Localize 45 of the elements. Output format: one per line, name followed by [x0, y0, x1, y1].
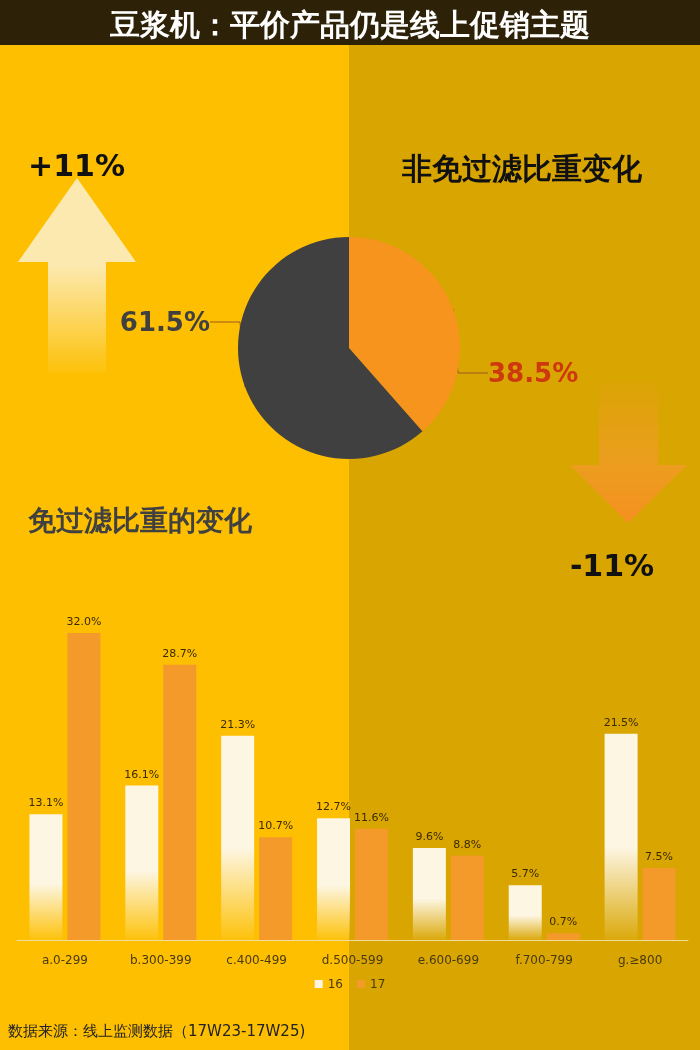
text: 免过滤比重的变化: [28, 503, 253, 537]
data-label: 10.7%: [258, 819, 294, 833]
bar: [67, 633, 101, 940]
bar: [354, 828, 388, 940]
bar: [317, 818, 351, 940]
legend-label: 17: [370, 977, 386, 991]
bar: [508, 885, 542, 940]
x-tick-label: g.≥800: [617, 953, 663, 967]
data-label: 28.7%: [162, 646, 198, 660]
bar: [546, 933, 580, 940]
data-label: 13.1%: [28, 796, 64, 810]
x-tick-label: d.500-599: [321, 953, 384, 967]
bar: [163, 664, 197, 940]
data-label: 7.5%: [645, 850, 674, 864]
data-label: 32.0%: [66, 615, 102, 628]
bar: [412, 847, 446, 940]
data-label: 11.6%: [354, 810, 389, 824]
x-tick-label: e.600-699: [417, 953, 480, 967]
bar: [450, 855, 484, 940]
legend-label: 16: [327, 977, 344, 991]
data-label: 21.5%: [603, 715, 639, 729]
text: +11%: [28, 147, 125, 183]
bar: [604, 733, 638, 940]
x-tick-label: c.400-499: [226, 953, 287, 967]
x-tick-label: a.0-299: [41, 953, 88, 967]
bar: [221, 735, 255, 940]
data-label: 0.7%: [549, 915, 578, 929]
bar: [29, 814, 63, 940]
bar: [259, 837, 293, 940]
bar: [125, 785, 159, 940]
data-label: 12.7%: [316, 800, 351, 814]
data-label: 61.5%: [119, 307, 210, 337]
data-label: 16.1%: [124, 767, 160, 781]
text: -11%: [569, 547, 655, 583]
chart-title: 豆浆机：平价产品仍是线上促销主题: [109, 6, 590, 42]
x-tick-label: b.300-399: [130, 953, 192, 967]
data-label: 21.3%: [220, 717, 256, 731]
data-label: 5.7%: [511, 867, 540, 881]
data-label: 9.6%: [415, 829, 444, 843]
x-tick-label: f.700-799: [515, 953, 573, 967]
bar: [642, 868, 676, 940]
source-note: 数据来源：线上监测数据（17W23-17W25): [8, 1021, 306, 1040]
data-label: 8.8%: [453, 837, 482, 851]
text: 非免过滤比重变化: [401, 150, 643, 186]
data-label: 38.5%: [488, 358, 579, 388]
